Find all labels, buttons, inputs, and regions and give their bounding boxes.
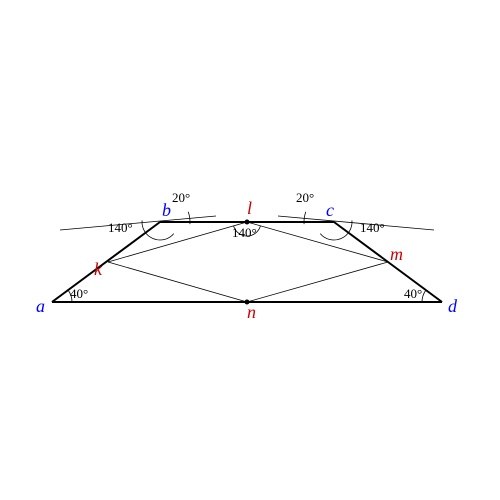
- ang-b140L: 140°: [108, 220, 133, 235]
- label-l: l: [247, 198, 252, 218]
- ang-c140R: 140°: [360, 220, 385, 235]
- label-b: b: [162, 200, 171, 220]
- label-c: c: [326, 200, 334, 220]
- label-a: a: [36, 296, 45, 316]
- label-m: m: [390, 244, 403, 264]
- seg-ab: [52, 222, 160, 302]
- ang-a40: 40°: [70, 286, 88, 301]
- seg-nm: [247, 262, 388, 302]
- ang-b20: 20°: [172, 190, 190, 205]
- ang-d40: 40°: [404, 286, 422, 301]
- dot-l: [245, 220, 250, 225]
- label-k: k: [94, 259, 103, 279]
- geometry-diagram: a d b c k m l n 40° 40° 140° 140° 20° 20…: [0, 0, 500, 500]
- ang-l140: 140°: [232, 225, 257, 240]
- ang-c20: 20°: [296, 190, 314, 205]
- seg-kn: [108, 262, 247, 302]
- label-n: n: [247, 302, 256, 322]
- seg-cd: [334, 222, 442, 302]
- label-d: d: [448, 296, 458, 316]
- arc-d: [422, 290, 426, 302]
